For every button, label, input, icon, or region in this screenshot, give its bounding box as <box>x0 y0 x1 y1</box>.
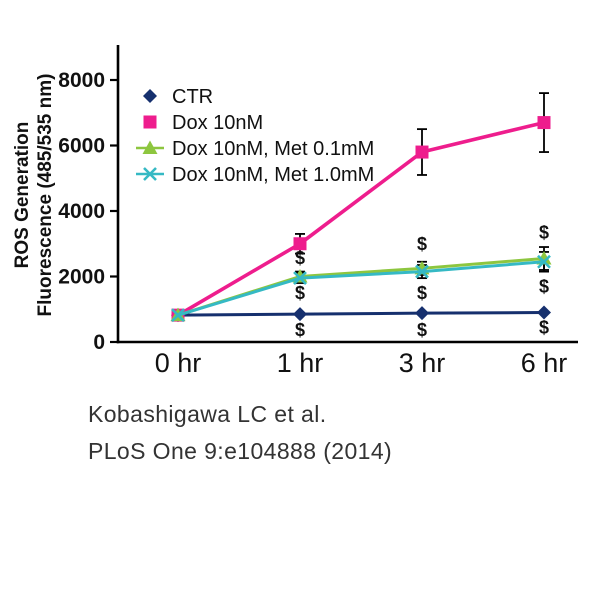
marker-square <box>143 115 157 129</box>
series-line-diamond <box>176 311 546 317</box>
marker-square <box>415 145 429 159</box>
x-tick-label: 3 hr <box>399 348 446 378</box>
y-tick-label: 2000 <box>58 266 105 289</box>
significance-annotation: $ <box>417 283 427 303</box>
citation: Kobashigawa LC et al. PLoS One 9:e104888… <box>88 396 392 470</box>
significance-annotation: $ <box>295 248 305 268</box>
marker-x <box>171 308 185 323</box>
marker-diamond <box>293 307 307 322</box>
marker-diamond <box>415 306 429 321</box>
x-tick-label: 1 hr <box>277 348 324 378</box>
citation-line1: Kobashigawa LC et al. <box>88 401 327 427</box>
marker-triangle <box>142 140 158 154</box>
significance-annotation: $ <box>539 276 549 296</box>
x-tick-label: 6 hr <box>521 348 568 378</box>
significance-annotation: $ <box>539 317 549 337</box>
series-line-x <box>176 260 546 317</box>
marker-x <box>537 254 551 269</box>
marker-x <box>293 271 307 286</box>
legend-label: CTR <box>172 86 213 108</box>
marker-square <box>537 116 551 130</box>
y-tick-label: 0 <box>93 331 105 354</box>
y-tick-label: 6000 <box>58 135 105 158</box>
legend-label: Dox 10nM, Met 0.1mM <box>172 138 374 160</box>
citation-line2: PLoS One 9:e104888 (2014) <box>88 438 393 464</box>
legend-label: Dox 10nM, Met 1.0mM <box>172 164 374 186</box>
marker-diamond <box>537 305 551 320</box>
marker-square <box>293 237 307 251</box>
significance-annotation: $ <box>295 283 305 303</box>
significance-annotation: $ <box>295 320 305 340</box>
significance-annotation: $ <box>417 320 427 340</box>
legend-label: Dox 10nM <box>172 112 263 134</box>
significance-annotation: $ <box>417 234 427 254</box>
y-tick-label: 4000 <box>58 200 105 223</box>
significance-annotation: $ <box>539 222 549 242</box>
marker-x <box>415 264 429 279</box>
marker-diamond <box>143 89 157 103</box>
series-line-square <box>176 120 546 317</box>
x-tick-label: 0 hr <box>155 348 202 378</box>
marker-x <box>143 167 157 181</box>
y-tick-label: 8000 <box>58 69 105 92</box>
ros-line-chart: 0 2000 4000 6000 8000 0 hr 1 hr 3 hr 6 hr $ $ $ $ $ $ $… <box>58 45 578 378</box>
